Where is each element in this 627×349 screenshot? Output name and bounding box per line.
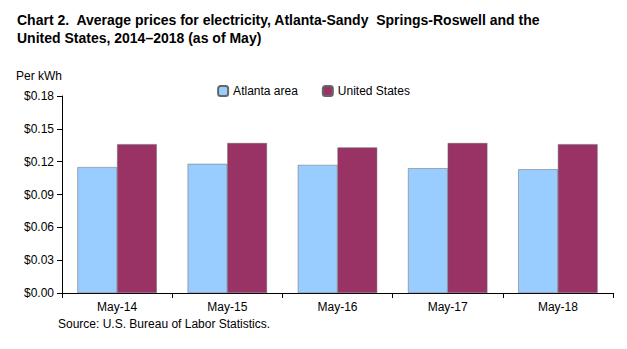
svg-text:United States: United States (338, 84, 410, 98)
svg-text:$0.15: $0.15 (24, 122, 54, 136)
svg-text:$0.00: $0.00 (24, 286, 54, 300)
svg-text:May-15: May-15 (207, 300, 247, 314)
svg-text:May-17: May-17 (428, 300, 468, 314)
svg-text:May-18: May-18 (538, 300, 578, 314)
svg-text:May-16: May-16 (317, 300, 357, 314)
svg-text:$0.06: $0.06 (24, 220, 54, 234)
svg-text:Chart 2. Average prices for e: Chart 2. Average prices for electricity,… (17, 12, 543, 28)
svg-text:Atlanta area: Atlanta area (233, 84, 298, 98)
svg-text:$0.18: $0.18 (24, 89, 54, 103)
svg-text:$0.12: $0.12 (24, 155, 54, 169)
svg-text:$0.09: $0.09 (24, 188, 54, 202)
svg-text:United States, 2014–2018 (as o: United States, 2014–2018 (as of May) (17, 30, 261, 46)
svg-text:May-14: May-14 (97, 300, 137, 314)
svg-text:Source: U.S. Bureau of Labor S: Source: U.S. Bureau of Labor Statistics. (58, 317, 270, 331)
svg-text:Per kWh: Per kWh (16, 69, 62, 83)
svg-text:$0.03: $0.03 (24, 253, 54, 267)
